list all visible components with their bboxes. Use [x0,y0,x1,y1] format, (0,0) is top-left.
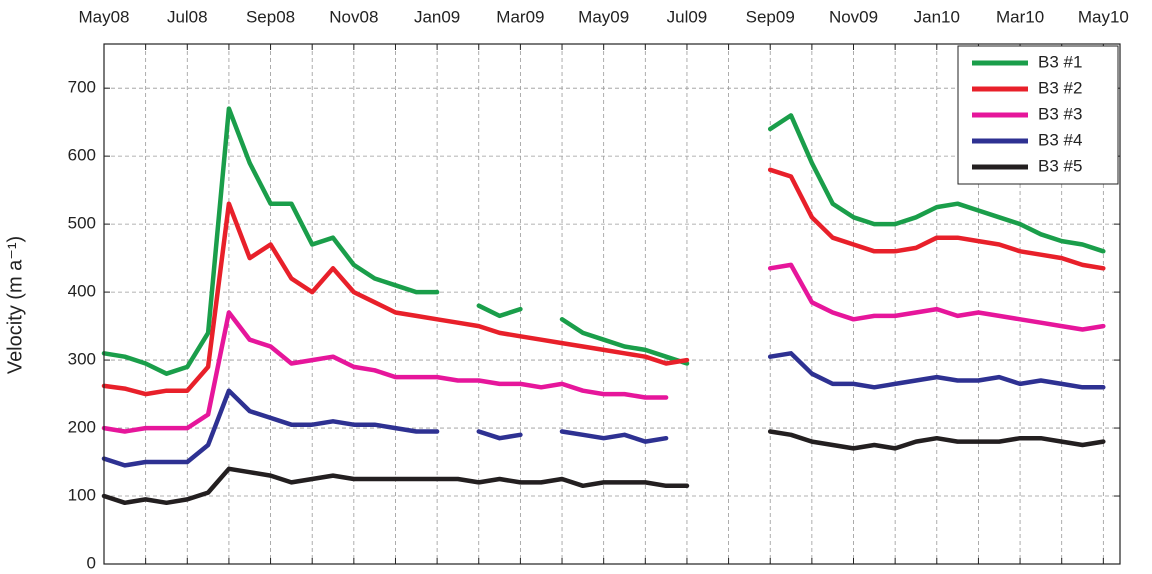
x-tick-label: Mar10 [996,7,1044,26]
x-tick-label: Nov08 [329,7,378,26]
y-tick-label: 300 [68,350,96,369]
series-line [101,106,1106,376]
x-tick-label: Jul09 [667,7,708,26]
x-tick-label: May10 [1078,7,1129,26]
y-tick-label: 700 [68,78,96,97]
x-tick-label: Mar09 [496,7,544,26]
x-tick-label: Sep08 [246,7,295,26]
x-tick-label: Jul08 [167,7,208,26]
series-line [101,351,1106,468]
x-tick-label: Jan10 [914,7,960,26]
x-tick-label: Nov09 [829,7,878,26]
series-line [101,167,1106,397]
x-tick-label: May09 [578,7,629,26]
legend-label: B3 #3 [1038,104,1082,123]
x-tick-label: Jan09 [414,7,460,26]
plot-frame [103,43,1121,565]
y-tick-label: 100 [68,486,96,505]
y-tick-label: 400 [68,282,96,301]
y-axis-label: Velocity (m a⁻¹) [4,236,26,374]
y-tick-label: 200 [68,418,96,437]
legend-label: B3 #4 [1038,130,1082,149]
y-tick-label: 0 [87,553,96,572]
legend-label: B3 #2 [1038,78,1082,97]
x-tick-label: May08 [78,7,129,26]
y-tick-label: 500 [68,214,96,233]
series-line [101,262,1106,434]
y-tick-label: 600 [68,146,96,165]
series-line [101,429,1106,506]
legend-label: B3 #1 [1038,52,1082,71]
legend-label: B3 #5 [1038,156,1082,175]
x-tick-label: Sep09 [746,7,795,26]
